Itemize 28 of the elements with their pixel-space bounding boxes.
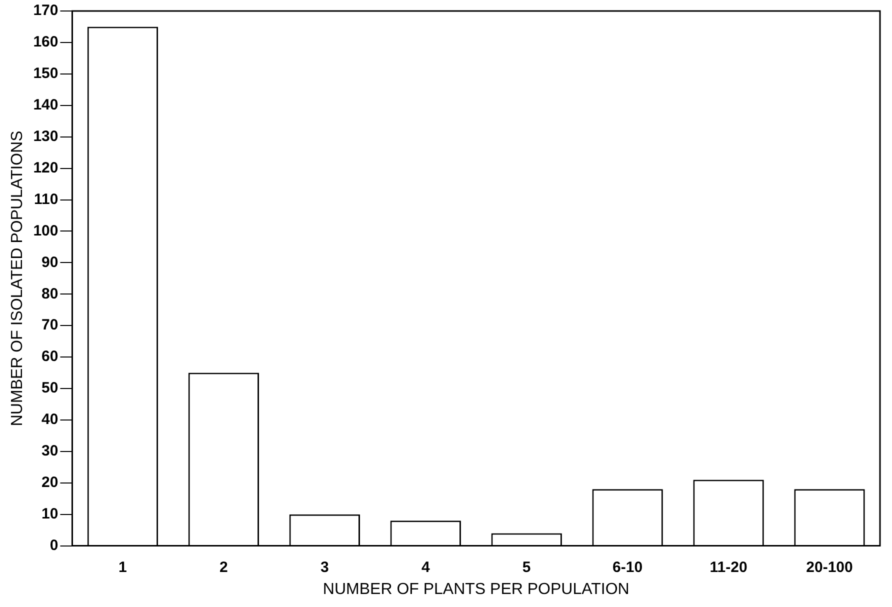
y-tick-label: 10 [42, 505, 58, 522]
y-tick-label: 80 [42, 285, 58, 302]
y-tick-label: 120 [33, 159, 58, 176]
y-tick-label: 30 [42, 442, 58, 460]
y-tick-label: 170 [33, 2, 58, 20]
x-tick-label: 20-100 [806, 558, 853, 576]
y-tick-label: 140 [33, 96, 58, 114]
y-tick-label: 150 [33, 65, 58, 82]
x-tick-label: 4 [421, 558, 430, 576]
y-tick-label: 20 [42, 474, 58, 492]
x-tick-label: 11-20 [710, 558, 748, 576]
y-axis-title: NUMBER OF ISOLATED POPULATIONS [9, 130, 26, 426]
y-tick-label: 160 [33, 34, 58, 51]
y-tick-label: 60 [42, 348, 58, 366]
x-axis-title: NUMBER OF PLANTS PER POPULATION [322, 580, 630, 598]
y-tick-label: 70 [42, 316, 58, 334]
y-tick-label: 90 [42, 254, 58, 271]
x-tick-label: 2 [220, 558, 228, 576]
y-tick-label: 40 [42, 411, 58, 428]
x-tick-label: 3 [320, 558, 329, 576]
x-tick-label: 1 [118, 558, 127, 576]
x-tick-label: 5 [522, 558, 531, 576]
x-tick-label: 6-10 [612, 558, 643, 576]
y-tick-label: 50 [42, 380, 58, 397]
y-tick-label: 0 [50, 536, 58, 554]
y-tick-label: 100 [33, 222, 58, 240]
y-tick-label: 110 [34, 190, 58, 208]
y-tick-label: 130 [33, 128, 58, 145]
